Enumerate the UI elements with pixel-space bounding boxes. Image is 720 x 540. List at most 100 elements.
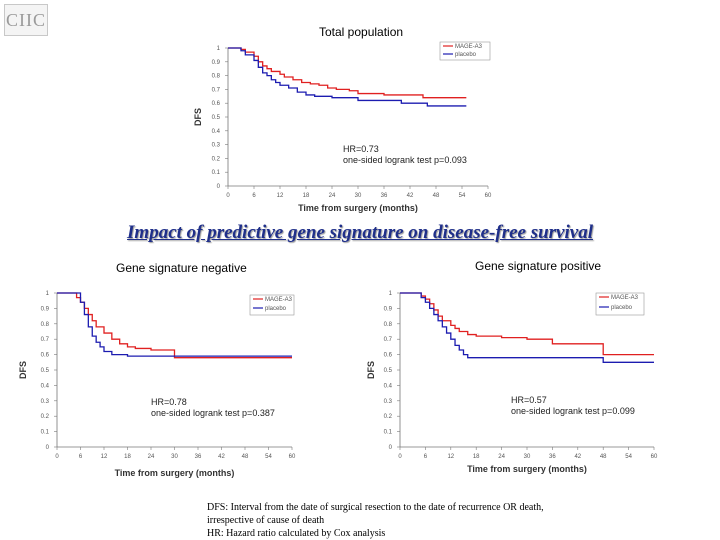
y-tick-label: 0.6 xyxy=(212,101,221,107)
x-tick-label: 24 xyxy=(329,193,336,199)
footnote-line: HR: Hazard ratio calculated by Cox analy… xyxy=(207,528,386,539)
x-tick-label: 6 xyxy=(79,454,83,460)
x-tick-label: 42 xyxy=(407,193,414,199)
legend-label: placebo xyxy=(265,306,287,312)
annotation-text: one-sided logrank test p=0.093 xyxy=(343,155,467,165)
y-tick-label: 0.9 xyxy=(212,60,221,66)
y-tick-label: 0.8 xyxy=(41,322,50,328)
y-tick-label: 0.9 xyxy=(41,306,50,312)
legend-box xyxy=(249,294,295,316)
chart-gene-positive: 0 0.1 0.2 0.3 0.4 0.5 0.6 0.7 0.8 0.9 1 0 6 12 18 24 30 3… xyxy=(364,285,670,485)
y-axis-label: DFS xyxy=(193,108,203,126)
x-tick-label: 48 xyxy=(600,454,607,460)
x-tick-label: 60 xyxy=(651,454,658,460)
x-tick-label: 6 xyxy=(252,193,256,199)
annotation-text: one-sided logrank test p=0.099 xyxy=(511,406,635,416)
legend-box xyxy=(595,292,645,316)
y-tick-label: 0.3 xyxy=(384,399,393,405)
x-tick-label: 54 xyxy=(459,193,466,199)
y-tick-label: 0.3 xyxy=(212,143,221,149)
chart-title-total: Total population xyxy=(319,25,404,39)
series-line-placebo xyxy=(57,292,292,357)
x-tick-label: 12 xyxy=(277,193,284,199)
x-tick-label: 18 xyxy=(124,454,131,460)
y-axis-label: DFS xyxy=(18,361,28,379)
y-tick-label: 0 xyxy=(389,445,393,451)
x-tick-label: 54 xyxy=(265,454,272,460)
y-tick-label: 0.4 xyxy=(384,383,393,389)
chart-gene-negative: 0 0.1 0.2 0.3 0.4 0.5 0.6 0.7 0.8 0.9 1 0 6 12 18 24 30 3… xyxy=(18,285,308,485)
y-tick-label: 1 xyxy=(389,291,393,297)
legend-label: placebo xyxy=(611,305,633,311)
y-tick-label: 0.7 xyxy=(212,87,221,93)
chart-title-negative: Gene signature negative xyxy=(116,261,247,275)
x-axis-label: Time from surgery (months) xyxy=(467,464,587,474)
x-tick-label: 18 xyxy=(473,454,480,460)
x-tick-label: 0 xyxy=(55,454,59,460)
y-tick-label: 0.7 xyxy=(384,337,393,343)
annotation-text: HR=0.57 xyxy=(511,395,547,405)
chart-total-population: 0 0.1 0.2 0.3 0.4 0.5 0.6 0.7 0.8 0.9 1 0 6 12 18 24 30 3… xyxy=(190,38,500,218)
chart-title-positive: Gene signature positive xyxy=(475,259,602,273)
x-tick-label: 48 xyxy=(242,454,249,460)
footnotes: DFS: Interval from the date of surgical … xyxy=(207,501,544,540)
y-axis-label: DFS xyxy=(366,361,376,379)
x-tick-label: 6 xyxy=(424,454,428,460)
y-tick-label: 0.2 xyxy=(212,156,221,162)
x-tick-label: 24 xyxy=(498,454,505,460)
y-tick-label: 0.9 xyxy=(384,306,393,312)
y-tick-label: 0.5 xyxy=(212,115,221,121)
series-line-placebo xyxy=(400,292,654,363)
x-tick-label: 0 xyxy=(226,193,230,199)
y-tick-label: 0.4 xyxy=(212,129,221,135)
y-tick-label: 0.8 xyxy=(212,74,221,80)
annotation-text: HR=0.78 xyxy=(151,397,187,407)
series-line-mage-a3 xyxy=(228,47,467,99)
x-tick-label: 60 xyxy=(485,193,492,199)
x-tick-label: 42 xyxy=(574,454,581,460)
annotation-text: one-sided logrank test p=0.387 xyxy=(151,408,275,418)
legend-label: placebo xyxy=(455,52,477,58)
y-tick-label: 1 xyxy=(46,291,50,297)
x-tick-label: 30 xyxy=(171,454,178,460)
x-tick-label: 12 xyxy=(101,454,108,460)
legend-label: MAGE-A3 xyxy=(455,44,483,50)
legend: MAGE-A3 placebo xyxy=(249,294,295,316)
x-tick-label: 36 xyxy=(381,193,388,199)
y-tick-label: 0.5 xyxy=(384,368,393,374)
y-tick-label: 1 xyxy=(217,46,221,52)
x-tick-label: 60 xyxy=(289,454,296,460)
x-tick-label: 54 xyxy=(625,454,632,460)
y-tick-label: 0.2 xyxy=(384,414,393,420)
footnote-line: irrespective of cause of death xyxy=(207,515,325,526)
y-tick-label: 0.1 xyxy=(212,170,221,176)
y-tick-label: 0 xyxy=(46,445,50,451)
y-tick-label: 0.4 xyxy=(41,383,50,389)
footnote-line: DFS: Interval from the date of surgical … xyxy=(207,502,544,513)
y-tick-label: 0.1 xyxy=(384,430,393,436)
page-title: Impact of predictive gene signature on d… xyxy=(127,222,593,243)
x-tick-label: 30 xyxy=(524,454,531,460)
x-axis-label: Time from surgery (months) xyxy=(115,468,235,478)
x-tick-label: 18 xyxy=(303,193,310,199)
x-tick-label: 30 xyxy=(355,193,362,199)
y-tick-label: 0.3 xyxy=(41,399,50,405)
y-tick-label: 0 xyxy=(217,184,221,190)
y-tick-label: 0.8 xyxy=(384,322,393,328)
y-tick-label: 0.6 xyxy=(384,353,393,359)
legend: MAGE-A3 placebo xyxy=(439,41,491,61)
series-line-placebo xyxy=(228,47,467,107)
legend-label: MAGE-A3 xyxy=(611,295,639,301)
x-tick-label: 48 xyxy=(433,193,440,199)
y-tick-label: 0.2 xyxy=(41,414,50,420)
logo: CIIC xyxy=(4,4,48,36)
x-axis-label: Time from surgery (months) xyxy=(298,203,418,213)
annotation-text: HR=0.73 xyxy=(343,144,379,154)
x-tick-label: 42 xyxy=(218,454,225,460)
legend: MAGE-A3 placebo xyxy=(595,292,645,316)
y-tick-label: 0.7 xyxy=(41,337,50,343)
x-tick-label: 12 xyxy=(447,454,454,460)
x-tick-label: 0 xyxy=(398,454,402,460)
y-tick-label: 0.1 xyxy=(41,430,50,436)
y-tick-label: 0.6 xyxy=(41,353,50,359)
